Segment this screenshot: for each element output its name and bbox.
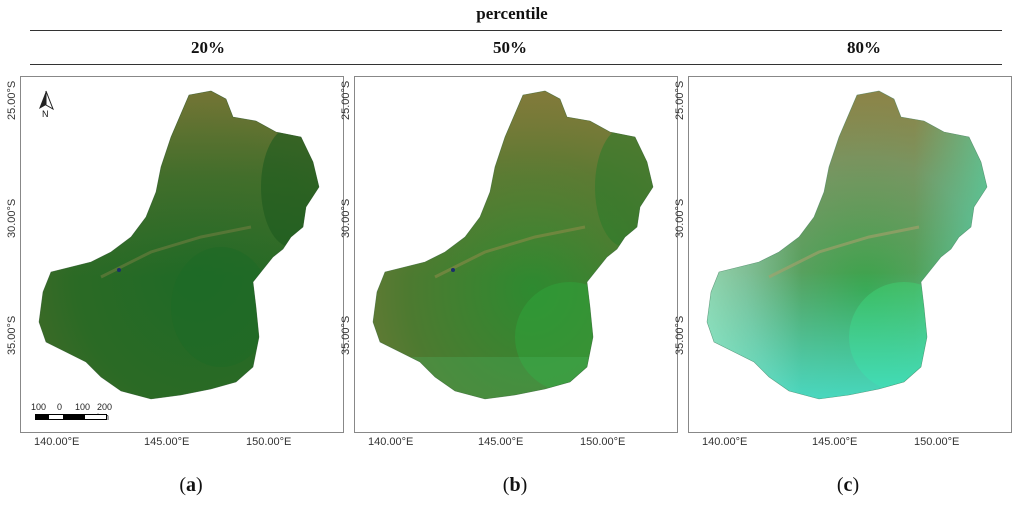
column-header-20: 20% (191, 38, 225, 57)
lat-label-25-b: 25.00°S (340, 80, 352, 120)
percentile-header: percentile (476, 4, 548, 23)
panel-caption-b: (b) (502, 474, 528, 496)
lat-label-30-b: 30.00°S (340, 198, 352, 238)
lat-label-30-c: 30.00°S (674, 198, 686, 238)
scale-label-100: 100 (75, 402, 91, 412)
map-80 (706, 90, 988, 400)
map-panel-20: N 100 0 100 200 km (20, 76, 344, 433)
lon-label-140-b: 140.00°E (368, 436, 414, 448)
north-arrow-letter: N (42, 109, 49, 119)
lat-label-30-a: 30.00°S (6, 198, 18, 238)
north-arrow: N (35, 89, 57, 119)
lon-label-140-a: 140.00°E (34, 436, 80, 448)
map-panel-50 (354, 76, 678, 433)
north-arrow-icon (39, 90, 54, 111)
lat-label-25-c: 25.00°S (674, 80, 686, 120)
lon-label-145-c: 145.00°E (812, 436, 858, 448)
column-header-80: 80% (847, 38, 881, 57)
scale-label-100-left: 100 (31, 402, 47, 412)
lon-label-150-a: 150.00°E (246, 436, 292, 448)
lat-label-35-a: 35.00°S (6, 315, 18, 355)
lat-label-35-b: 35.00°S (340, 315, 352, 355)
panel-caption-a: (a) (179, 474, 203, 496)
map-20 (38, 90, 320, 400)
panel-caption-c: (c) (836, 474, 860, 496)
scale-label-0: 0 (57, 402, 63, 412)
header-top-rule (30, 30, 1002, 31)
map-panel-80 (688, 76, 1012, 433)
lon-label-145-a: 145.00°E (144, 436, 190, 448)
lon-label-145-b: 145.00°E (478, 436, 524, 448)
lat-label-25-a: 25.00°S (6, 80, 18, 120)
header-bottom-rule (30, 64, 1002, 65)
column-header-50: 50% (493, 38, 527, 57)
lat-label-35-c: 35.00°S (674, 315, 686, 355)
lon-label-150-b: 150.00°E (580, 436, 626, 448)
map-50 (372, 90, 654, 400)
lon-label-140-c: 140.00°E (702, 436, 748, 448)
lon-label-150-c: 150.00°E (914, 436, 960, 448)
scale-bar: 100 0 100 200 km (31, 402, 112, 424)
